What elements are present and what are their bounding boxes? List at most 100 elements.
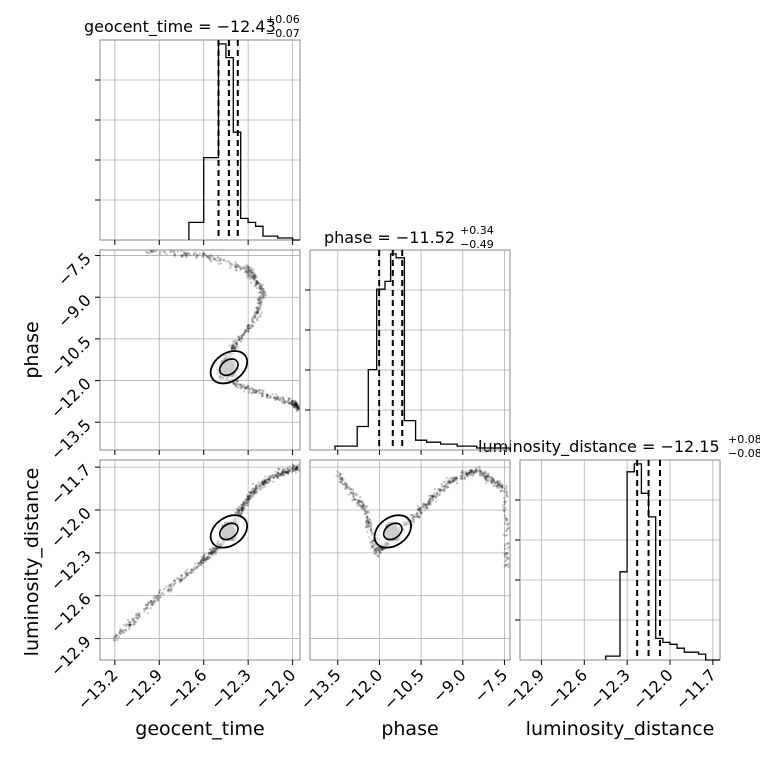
y-tick-label-luminosity_distance: −11.7 — [47, 460, 95, 508]
scatter-point — [276, 472, 280, 475]
scatter-point — [286, 467, 290, 470]
scatter-point — [254, 275, 257, 278]
scatter-point — [212, 257, 215, 261]
scatter-point — [505, 486, 508, 489]
ylabel-phase: phase — [21, 321, 43, 378]
scatter-point — [238, 508, 241, 512]
scatter-point — [504, 506, 507, 510]
scatter-point — [168, 583, 172, 586]
scatter-point — [157, 596, 160, 600]
scatter-point — [293, 469, 296, 472]
scatter-point — [504, 500, 507, 503]
scatter-point — [486, 479, 489, 482]
scatter-point — [293, 403, 296, 407]
scatter-point — [136, 613, 140, 616]
scatter-point — [205, 556, 209, 559]
scatter-point — [257, 282, 260, 285]
scatter-point — [291, 402, 295, 406]
scatter-point — [282, 398, 285, 401]
scatter-point — [150, 250, 153, 253]
y-tick-label-phase: −9.0 — [54, 291, 95, 332]
scatter-point — [296, 405, 299, 408]
scatter-point — [288, 468, 291, 471]
scatter-point — [136, 617, 139, 620]
scatter-point — [254, 488, 258, 491]
scatter-point — [245, 500, 249, 503]
scatter-point — [239, 268, 243, 271]
scatter-points — [112, 249, 510, 642]
scatter-point — [253, 314, 256, 317]
scatter-point — [165, 253, 168, 256]
scatter-point — [505, 493, 508, 496]
scatter-point — [213, 548, 216, 551]
scatter-point — [367, 522, 371, 525]
scatter-point — [222, 258, 225, 262]
scatter-point — [273, 473, 276, 477]
scatter-point — [262, 296, 265, 300]
scatter-point — [432, 495, 435, 498]
scatter-point — [247, 327, 250, 330]
scatter-point — [250, 272, 254, 275]
scatter-point — [115, 636, 118, 639]
scatter-point — [295, 467, 298, 470]
scatter-point — [241, 337, 244, 341]
scatter-point — [263, 481, 266, 484]
scatter-point — [248, 491, 251, 494]
scatter-point — [259, 287, 262, 290]
scatter-point — [359, 504, 362, 508]
scatter-point — [257, 481, 260, 484]
scatter-point — [153, 600, 156, 603]
scatter-point — [143, 610, 146, 613]
scatter-point — [424, 503, 428, 506]
scatter-point — [261, 394, 264, 398]
scatter-point — [208, 556, 211, 560]
scatter-point — [258, 302, 261, 305]
scatter-point — [503, 502, 507, 505]
scatter-point — [292, 404, 295, 407]
scatter-point — [252, 487, 256, 491]
scatter-point — [450, 477, 453, 480]
scatter-point — [252, 274, 256, 277]
scatter-point — [351, 499, 354, 502]
scatter-point — [246, 496, 250, 499]
scatter-point — [261, 482, 265, 486]
scatter-point — [262, 288, 265, 291]
scatter-point — [292, 400, 295, 403]
scatter-point — [247, 324, 251, 328]
scatter-point — [247, 266, 250, 270]
scatter-point — [195, 565, 198, 569]
scatter-point — [169, 590, 172, 593]
scatter-point — [352, 495, 355, 499]
scatter-point — [241, 503, 244, 506]
scatter-point — [366, 520, 369, 523]
scatter-point — [235, 268, 238, 272]
scatter-point — [259, 286, 263, 290]
scatter-point — [339, 477, 343, 481]
scatter-point — [207, 551, 211, 555]
scatter-point — [159, 250, 162, 254]
scatter-point — [294, 406, 297, 409]
scatter-point — [282, 468, 285, 471]
scatter-point — [241, 504, 244, 507]
scatter-point — [247, 327, 250, 330]
scatter-point — [179, 574, 183, 577]
scatter-point — [213, 549, 217, 553]
scatter-point — [150, 250, 153, 253]
scatter-point — [253, 312, 256, 315]
scatter-point — [259, 389, 262, 392]
scatter-point — [163, 588, 166, 591]
scatter-point — [296, 406, 299, 409]
panel-hist-phase — [309, 249, 511, 451]
scatter-point — [418, 506, 421, 510]
scatter-point — [360, 506, 363, 509]
scatter-point — [425, 503, 428, 506]
scatter-point — [297, 463, 300, 466]
scatter-point — [251, 274, 255, 277]
scatter-point — [261, 290, 264, 293]
scatter-point — [246, 325, 250, 328]
scatter-point — [248, 496, 251, 499]
scatter-point — [148, 252, 151, 255]
scatter-point — [243, 502, 246, 505]
scatter-point — [230, 345, 234, 349]
scatter-point — [243, 270, 247, 274]
